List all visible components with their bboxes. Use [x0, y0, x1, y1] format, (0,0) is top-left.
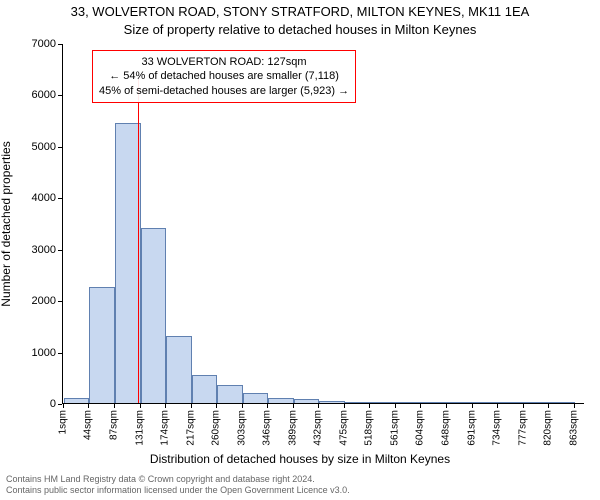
x-tick-mark [369, 404, 370, 408]
x-tick-mark [344, 404, 345, 408]
x-tick-label: 432sqm [313, 410, 324, 446]
histogram-bar [192, 375, 218, 403]
histogram-bar [166, 336, 192, 403]
x-tick-label: 44sqm [83, 410, 94, 440]
histogram-bar [115, 123, 141, 403]
y-tick-label: 7000 [16, 38, 56, 50]
x-tick-mark [88, 404, 89, 408]
x-tick-label: 475sqm [338, 410, 349, 446]
x-tick-mark [114, 404, 115, 408]
y-tick-label: 2000 [16, 295, 56, 307]
x-tick-mark [497, 404, 498, 408]
x-tick-label: 303sqm [236, 410, 247, 446]
histogram-bar [64, 398, 90, 403]
chart-title-line1: 33, WOLVERTON ROAD, STONY STRATFORD, MIL… [0, 4, 600, 19]
x-axis-label: Distribution of detached houses by size … [0, 452, 600, 466]
histogram-bar [473, 402, 499, 403]
histogram-bar [294, 399, 320, 403]
histogram-bar [345, 402, 371, 403]
y-tick-label: 4000 [16, 192, 56, 204]
x-tick-mark [318, 404, 319, 408]
x-tick-label: 777sqm [517, 410, 528, 446]
y-tick-mark [58, 404, 62, 405]
y-tick-mark [58, 44, 62, 45]
chart-container: 33, WOLVERTON ROAD, STONY STRATFORD, MIL… [0, 0, 600, 500]
y-axis-label: Number of detached properties [0, 141, 13, 306]
histogram-bar [319, 401, 345, 403]
histogram-bar [370, 402, 396, 403]
info-box: 33 WOLVERTON ROAD: 127sqm ← 54% of detac… [92, 50, 356, 103]
x-tick-mark [140, 404, 141, 408]
x-tick-mark [242, 404, 243, 408]
histogram-bar [549, 402, 575, 403]
y-tick-label: 6000 [16, 89, 56, 101]
x-tick-label: 691sqm [466, 410, 477, 446]
x-tick-label: 1sqm [57, 410, 68, 434]
footer-line2: Contains public sector information licen… [6, 485, 350, 496]
x-tick-label: 389sqm [287, 410, 298, 446]
x-tick-mark [446, 404, 447, 408]
histogram-bar [498, 402, 524, 403]
histogram-bar [141, 228, 167, 403]
x-tick-mark [165, 404, 166, 408]
histogram-bar [396, 402, 422, 403]
x-tick-label: 217sqm [185, 410, 196, 446]
x-tick-mark [293, 404, 294, 408]
x-tick-mark [574, 404, 575, 408]
x-tick-mark [395, 404, 396, 408]
x-tick-mark [267, 404, 268, 408]
x-tick-mark [548, 404, 549, 408]
y-tick-mark [58, 198, 62, 199]
x-tick-label: 648sqm [441, 410, 452, 446]
x-tick-mark [472, 404, 473, 408]
histogram-bar [89, 287, 115, 403]
y-tick-label: 5000 [16, 141, 56, 153]
x-tick-mark [523, 404, 524, 408]
info-box-line2: ← 54% of detached houses are smaller (7,… [99, 69, 349, 83]
footer-line1: Contains HM Land Registry data © Crown c… [6, 474, 350, 485]
x-tick-label: 131sqm [134, 410, 145, 446]
x-tick-label: 734sqm [492, 410, 503, 446]
info-box-line1: 33 WOLVERTON ROAD: 127sqm [99, 55, 349, 69]
y-tick-label: 0 [16, 398, 56, 410]
x-tick-label: 87sqm [108, 410, 119, 440]
chart-title-line2: Size of property relative to detached ho… [0, 22, 600, 37]
x-tick-label: 174sqm [160, 410, 171, 446]
y-tick-mark [58, 301, 62, 302]
x-tick-label: 604sqm [415, 410, 426, 446]
x-tick-label: 346sqm [262, 410, 273, 446]
histogram-bar [268, 398, 294, 403]
footer-attribution: Contains HM Land Registry data © Crown c… [6, 474, 350, 497]
histogram-bar [421, 402, 447, 403]
histogram-bar [447, 402, 473, 403]
histogram-bar [243, 393, 269, 403]
y-tick-mark [58, 250, 62, 251]
y-tick-mark [58, 95, 62, 96]
x-tick-mark [63, 404, 64, 408]
y-tick-label: 3000 [16, 244, 56, 256]
histogram-bar [524, 402, 550, 403]
x-tick-label: 260sqm [211, 410, 222, 446]
x-tick-label: 820sqm [543, 410, 554, 446]
info-box-line3: 45% of semi-detached houses are larger (… [99, 84, 349, 98]
marker-line [138, 79, 139, 403]
x-tick-mark [216, 404, 217, 408]
x-tick-label: 863sqm [568, 410, 579, 446]
x-tick-label: 518sqm [364, 410, 375, 446]
y-tick-mark [58, 353, 62, 354]
x-tick-mark [191, 404, 192, 408]
x-tick-mark [420, 404, 421, 408]
histogram-bar [217, 385, 243, 403]
x-tick-label: 561sqm [389, 410, 400, 446]
y-tick-label: 1000 [16, 347, 56, 359]
y-tick-mark [58, 147, 62, 148]
